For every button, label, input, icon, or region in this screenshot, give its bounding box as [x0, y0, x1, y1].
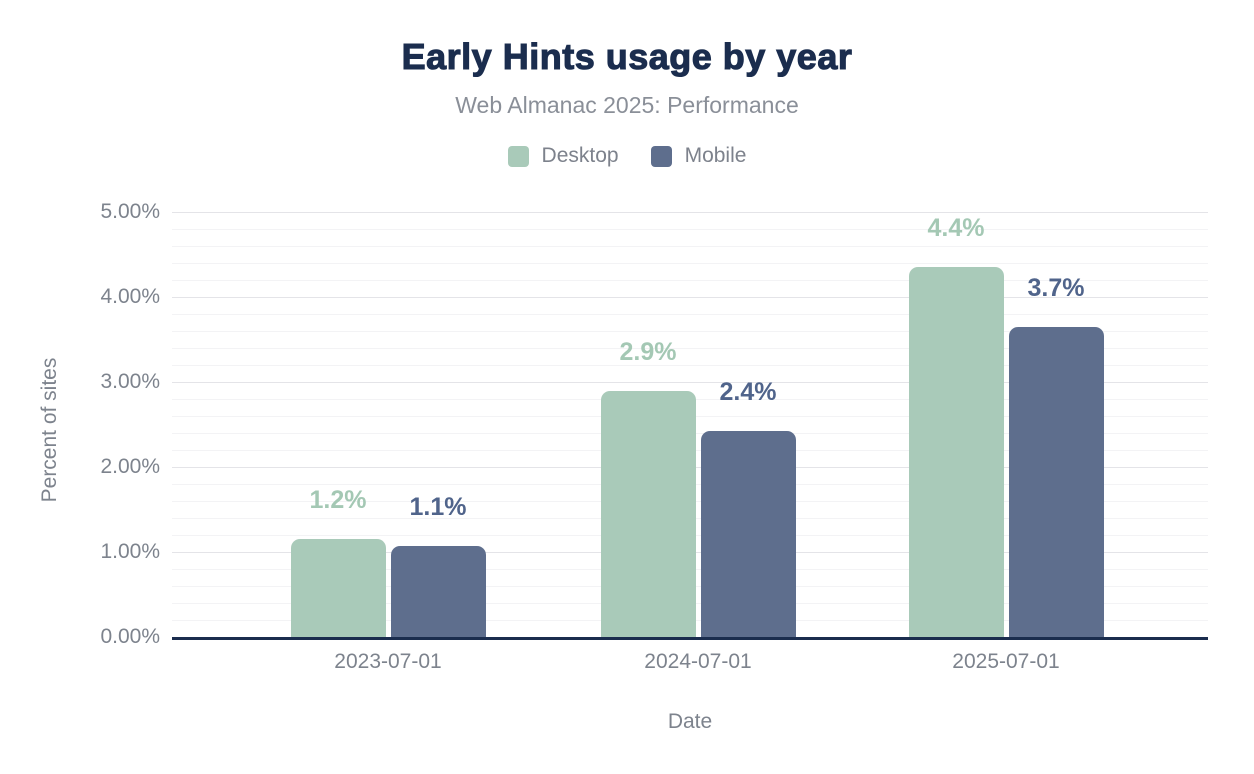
gridline-minor [172, 246, 1208, 247]
bar-value-label-mobile-2023-07-01: 1.1% [409, 493, 467, 522]
gridline-minor [172, 314, 1208, 315]
gridline-minor [172, 348, 1208, 349]
gridline-minor [172, 263, 1208, 264]
legend: Desktop Mobile [0, 144, 1254, 168]
gridline-minor [172, 229, 1208, 230]
gridline-minor [172, 331, 1208, 332]
x-axis-line [172, 637, 1208, 640]
gridline-major [172, 382, 1208, 383]
bar-mobile-2025-07-01 [1008, 326, 1104, 637]
bar-value-label-mobile-2024-07-01: 2.4% [719, 378, 777, 407]
y-tick-label: 5.00% [100, 200, 160, 223]
bar-value-label-mobile-2025-07-01: 3.7% [1027, 273, 1085, 302]
bar-value-label-desktop-2023-07-01: 1.2% [309, 486, 367, 515]
bar-desktop-2024-07-01 [600, 390, 696, 637]
legend-item-desktop: Desktop [507, 144, 619, 168]
y-tick-label: 1.00% [100, 540, 160, 563]
y-tick-label: 2.00% [100, 455, 160, 478]
plot-area: 1.2% 1.1% 2.9% 2.4% 4.4% 3.7% [172, 212, 1208, 640]
legend-label-desktop: Desktop [541, 144, 619, 167]
bar-value-label-desktop-2024-07-01: 2.9% [619, 337, 677, 366]
gridline-major [172, 212, 1208, 213]
legend-swatch-desktop [507, 145, 529, 167]
bar-mobile-2024-07-01 [700, 431, 796, 637]
y-tick-label: 4.00% [100, 285, 160, 308]
x-tick-label-2023-07-01: 2023-07-01 [334, 650, 442, 673]
legend-label-mobile: Mobile [684, 144, 747, 167]
x-tick-label-2024-07-01: 2024-07-01 [644, 650, 752, 673]
bar-desktop-2025-07-01 [908, 267, 1004, 637]
gridline-minor [172, 365, 1208, 366]
chart-title: Early Hints usage by year [401, 35, 853, 77]
chart-subtitle: Web Almanac 2025: Performance [455, 92, 799, 118]
legend-item-mobile: Mobile [650, 144, 747, 168]
y-tick-label: 3.00% [100, 370, 160, 393]
x-tick-label-2025-07-01: 2025-07-01 [952, 650, 1060, 673]
gridline-major [172, 297, 1208, 298]
x-axis-title: Date [667, 710, 713, 733]
legend-swatch-mobile [650, 145, 672, 167]
gridline-minor [172, 280, 1208, 281]
bar-value-label-desktop-2025-07-01: 4.4% [927, 214, 985, 243]
bar-mobile-2023-07-01 [390, 546, 486, 637]
y-tick-label: 0.00% [100, 625, 160, 648]
bar-desktop-2023-07-01 [290, 539, 386, 637]
